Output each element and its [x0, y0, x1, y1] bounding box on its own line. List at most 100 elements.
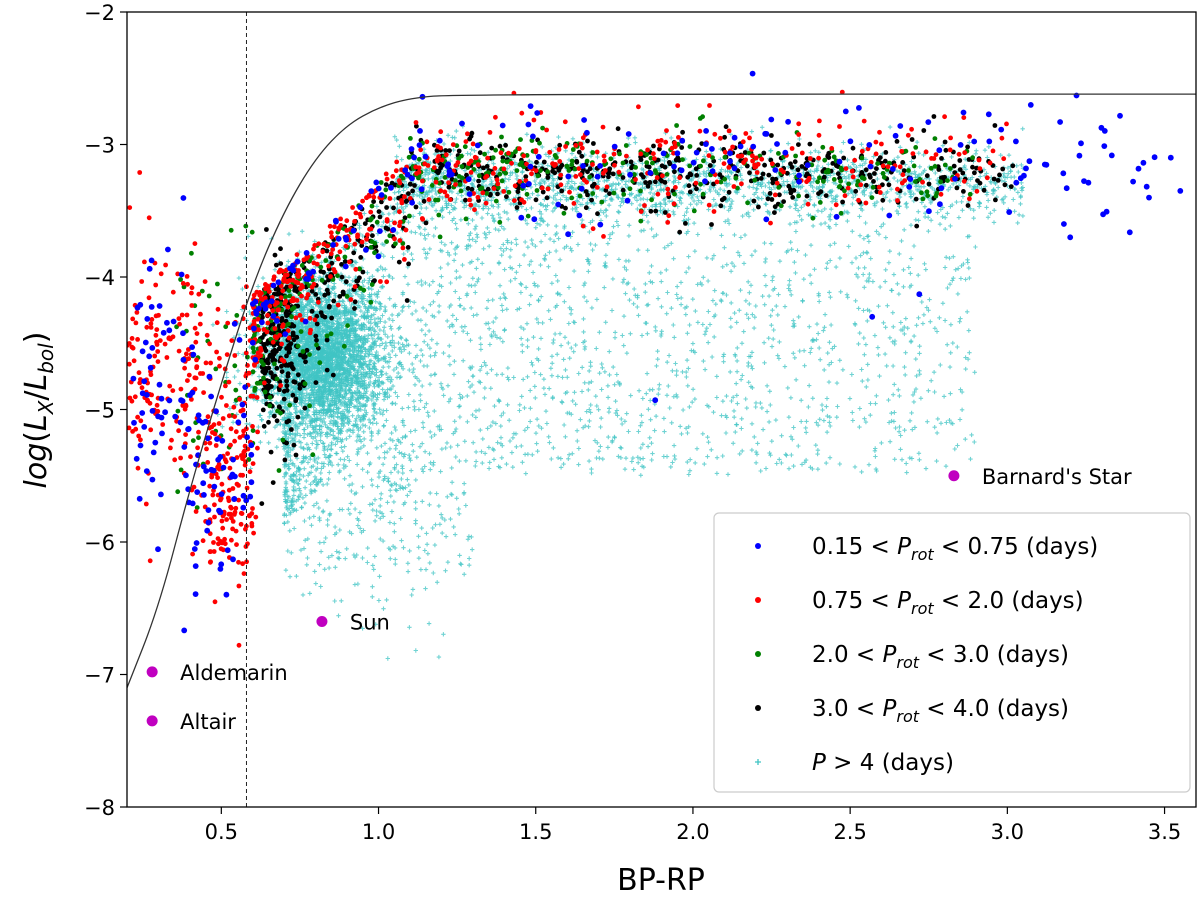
data-point — [645, 331, 650, 336]
data-point — [712, 288, 717, 293]
data-point — [371, 406, 377, 411]
data-point — [787, 221, 793, 227]
data-point — [935, 416, 940, 422]
data-point — [671, 322, 676, 328]
data-point — [746, 380, 751, 385]
data-point — [444, 440, 450, 446]
data-point — [389, 430, 394, 436]
data-point — [428, 373, 434, 378]
data-point — [528, 293, 533, 298]
data-point — [313, 488, 318, 494]
data-point — [576, 371, 581, 376]
data-point — [374, 204, 380, 209]
data-point — [510, 435, 516, 440]
data-point — [759, 405, 765, 411]
data-point — [538, 239, 544, 244]
data-point — [386, 364, 391, 369]
points-layer — [127, 70, 1184, 661]
data-point — [379, 224, 385, 229]
data-point — [741, 329, 746, 334]
data-point — [919, 299, 924, 305]
data-point — [768, 241, 774, 246]
data-point — [482, 385, 488, 391]
data-point — [665, 290, 670, 295]
data-point — [442, 242, 448, 247]
data-point — [732, 264, 737, 269]
data-point — [501, 248, 506, 254]
data-point — [528, 388, 533, 393]
data-point — [766, 419, 772, 425]
data-point — [567, 356, 572, 361]
data-point — [602, 285, 607, 290]
data-point — [373, 299, 378, 304]
data-point — [722, 245, 727, 250]
data-point — [586, 458, 592, 464]
data-point — [753, 400, 759, 406]
data-point — [389, 326, 394, 331]
data-point — [738, 235, 744, 240]
data-point — [764, 383, 770, 388]
data-point — [256, 374, 262, 379]
data-point — [230, 420, 236, 425]
data-point — [624, 351, 630, 356]
data-point — [687, 322, 692, 328]
data-point — [528, 406, 533, 411]
data-point — [822, 367, 827, 373]
data-point — [837, 358, 842, 363]
data-point — [649, 457, 654, 463]
data-point — [256, 424, 261, 430]
data-point — [396, 370, 401, 376]
data-point — [519, 336, 524, 341]
data-point — [938, 362, 943, 368]
data-point — [898, 320, 903, 325]
data-point — [707, 322, 713, 327]
data-point — [566, 321, 571, 326]
data-point — [479, 215, 485, 221]
data-point — [525, 452, 531, 457]
data-point — [791, 318, 796, 323]
data-point — [480, 261, 485, 266]
data-point — [666, 353, 672, 358]
data-point — [671, 256, 676, 261]
data-point — [732, 232, 737, 238]
data-point — [418, 358, 423, 364]
data-point — [912, 425, 918, 430]
data-point — [384, 371, 389, 376]
data-point — [817, 299, 822, 304]
data-point — [323, 422, 328, 427]
data-point — [396, 469, 401, 475]
data-point — [607, 372, 612, 378]
data-point — [530, 270, 536, 275]
data-point — [422, 339, 427, 344]
data-point — [830, 346, 835, 351]
data-point — [850, 418, 855, 423]
data-point — [421, 247, 427, 252]
data-point — [832, 241, 837, 246]
data-point — [420, 441, 425, 446]
data-point — [336, 462, 341, 467]
data-point — [750, 312, 755, 317]
data-point — [369, 433, 374, 439]
data-point — [817, 417, 822, 422]
data-point — [471, 440, 476, 445]
data-point — [276, 437, 282, 442]
data-point — [817, 345, 822, 351]
data-point — [647, 270, 652, 275]
data-point — [588, 241, 593, 247]
data-point — [881, 320, 886, 325]
data-point — [286, 259, 291, 264]
data-point — [410, 361, 415, 367]
data-point — [711, 410, 716, 415]
data-point — [391, 367, 397, 373]
data-point — [257, 413, 262, 418]
data-point — [374, 397, 379, 402]
data-point — [582, 294, 587, 300]
data-point — [828, 322, 834, 328]
data-point — [636, 313, 641, 318]
data-point — [492, 403, 497, 409]
data-point — [393, 353, 398, 358]
data-point — [566, 340, 571, 346]
data-point — [786, 415, 792, 420]
data-point — [406, 392, 411, 397]
data-point — [360, 422, 366, 428]
